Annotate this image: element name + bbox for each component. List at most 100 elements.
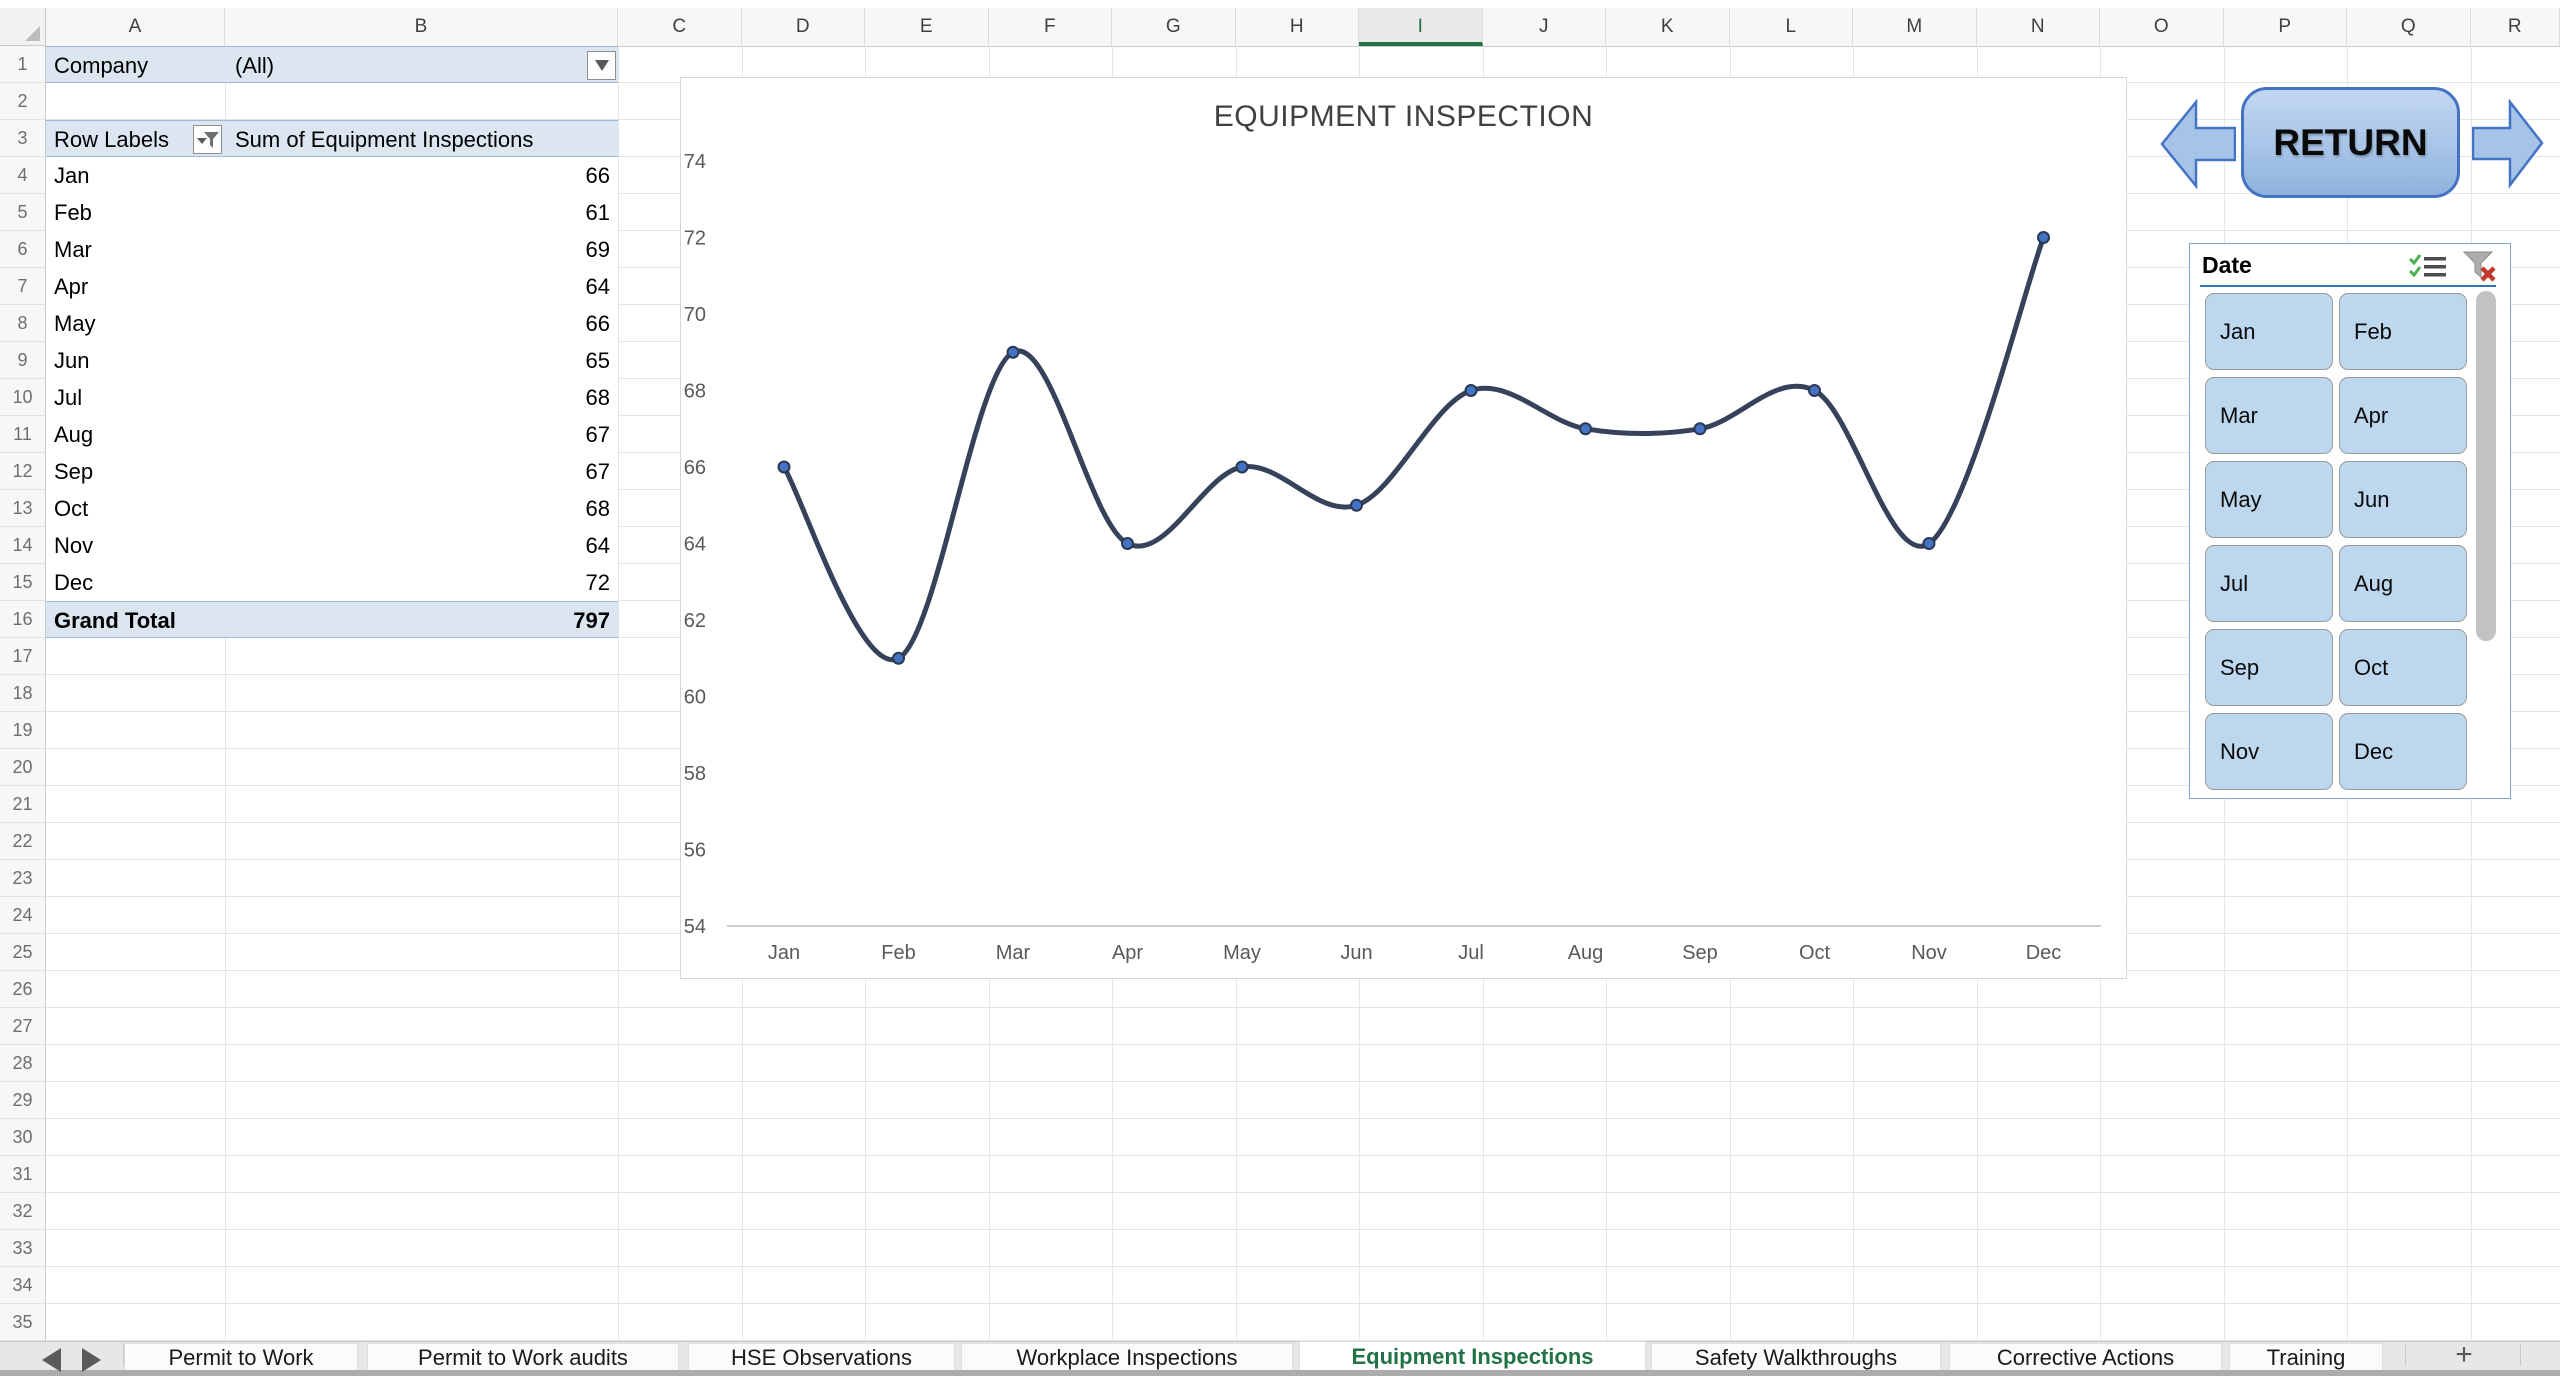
slicer-button-Jul[interactable]: Jul xyxy=(2205,545,2333,622)
row-header-32[interactable]: 32 xyxy=(0,1193,46,1230)
column-header-K[interactable]: K xyxy=(1606,8,1730,46)
tab-scroll-left-icon[interactable] xyxy=(42,1348,61,1372)
column-header-E[interactable]: E xyxy=(865,8,989,46)
slicer-button-Mar[interactable]: Mar xyxy=(2205,377,2333,454)
row-header-19[interactable]: 19 xyxy=(0,712,46,749)
pivot-filter-dropdown-button[interactable] xyxy=(587,51,616,80)
slicer-button-Oct[interactable]: Oct xyxy=(2339,629,2467,706)
sheet-tab-permit-to-work[interactable]: Permit to Work xyxy=(124,1343,358,1370)
add-sheet-button[interactable]: + xyxy=(2455,1338,2473,1371)
row-header-25[interactable]: 25 xyxy=(0,934,46,971)
row-header-26[interactable]: 26 xyxy=(0,971,46,1008)
slicer-button-Jun[interactable]: Jun xyxy=(2339,461,2467,538)
tab-scroll-right-icon[interactable] xyxy=(82,1348,101,1372)
data-point-Oct[interactable] xyxy=(1808,384,1821,397)
column-header-A[interactable]: A xyxy=(46,8,225,46)
clear-filter-icon[interactable] xyxy=(2462,250,2498,282)
row-header-18[interactable]: 18 xyxy=(0,675,46,712)
row-header-31[interactable]: 31 xyxy=(0,1156,46,1193)
block-arrow-left-icon[interactable] xyxy=(2160,98,2236,190)
data-point-Mar[interactable] xyxy=(1006,345,1020,359)
slicer-button-Dec[interactable]: Dec xyxy=(2339,713,2467,790)
pivot-row-Jan[interactable]: Jan 66 xyxy=(46,157,618,194)
column-header-N[interactable]: N xyxy=(1976,8,2100,46)
row-header-15[interactable]: 15 xyxy=(0,564,46,601)
row-header-23[interactable]: 23 xyxy=(0,860,46,897)
row-header-27[interactable]: 27 xyxy=(0,1008,46,1045)
pivot-row-Apr[interactable]: Apr 64 xyxy=(46,268,618,305)
pivot-row-Sep[interactable]: Sep 67 xyxy=(46,453,618,490)
column-header-F[interactable]: F xyxy=(988,8,1112,46)
multi-select-icon[interactable] xyxy=(2408,252,2448,280)
row-header-14[interactable]: 14 xyxy=(0,527,46,564)
pivot-row-Dec[interactable]: Dec 72 xyxy=(46,564,618,601)
sheet-tab-safety-walkthroughs[interactable]: Safety Walkthroughs xyxy=(1651,1343,1941,1370)
slicer-button-Aug[interactable]: Aug xyxy=(2339,545,2467,622)
column-header-P[interactable]: P xyxy=(2223,8,2347,46)
column-header-Q[interactable]: Q xyxy=(2347,8,2471,46)
pivot-row-Nov[interactable]: Nov 64 xyxy=(46,527,618,564)
row-header-30[interactable]: 30 xyxy=(0,1119,46,1156)
column-header-R[interactable]: R xyxy=(2470,8,2560,46)
column-header-C[interactable]: C xyxy=(618,8,742,46)
row-header-33[interactable]: 33 xyxy=(0,1230,46,1267)
row-header-20[interactable]: 20 xyxy=(0,749,46,786)
data-point-Jun[interactable] xyxy=(1350,498,1363,512)
sheet-tab-workplace-inspections[interactable]: Workplace Inspections xyxy=(961,1343,1293,1370)
slicer-scrollbar[interactable] xyxy=(2476,291,2496,641)
column-header-L[interactable]: L xyxy=(1729,8,1853,46)
row-header-22[interactable]: 22 xyxy=(0,823,46,860)
sheet-tab-equipment-inspections[interactable]: Equipment Inspections xyxy=(1299,1341,1646,1370)
block-arrow-right-icon[interactable] xyxy=(2472,99,2544,189)
row-header-9[interactable]: 9 xyxy=(0,342,46,379)
row-header-17[interactable]: 17 xyxy=(0,638,46,675)
sheet-tab-training[interactable]: Training xyxy=(2229,1343,2383,1370)
sheet-tab-corrective-actions[interactable]: Corrective Actions xyxy=(1949,1343,2222,1370)
row-header-5[interactable]: 5 xyxy=(0,194,46,231)
sheet-tab-permit-to-work-audits[interactable]: Permit to Work audits xyxy=(367,1343,679,1370)
row-header-11[interactable]: 11 xyxy=(0,416,46,453)
row-labels-filter-button[interactable] xyxy=(193,125,222,154)
row-header-29[interactable]: 29 xyxy=(0,1082,46,1119)
column-header-I[interactable]: I xyxy=(1359,8,1483,46)
row-header-28[interactable]: 28 xyxy=(0,1045,46,1082)
data-point-Apr[interactable] xyxy=(1121,537,1134,550)
row-header-12[interactable]: 12 xyxy=(0,453,46,490)
row-header-10[interactable]: 10 xyxy=(0,379,46,416)
pivot-row-May[interactable]: May 66 xyxy=(46,305,618,342)
slicer-button-Sep[interactable]: Sep xyxy=(2205,629,2333,706)
row-header-21[interactable]: 21 xyxy=(0,786,46,823)
data-point-Jan[interactable] xyxy=(777,460,791,474)
row-header-35[interactable]: 35 xyxy=(0,1304,46,1341)
slicer-button-Feb[interactable]: Feb xyxy=(2339,293,2467,370)
row-header-13[interactable]: 13 xyxy=(0,490,46,527)
slicer-button-May[interactable]: May xyxy=(2205,461,2333,538)
row-header-4[interactable]: 4 xyxy=(0,157,46,194)
row-header-1[interactable]: 1 xyxy=(0,46,46,83)
row-header-7[interactable]: 7 xyxy=(0,268,46,305)
column-header-B[interactable]: B xyxy=(225,8,618,46)
slicer-button-Jan[interactable]: Jan xyxy=(2205,293,2333,370)
data-point-May[interactable] xyxy=(1235,460,1249,474)
pivot-row-Jul[interactable]: Jul 68 xyxy=(46,379,618,416)
column-header-J[interactable]: J xyxy=(1482,8,1606,46)
pivot-row-Aug[interactable]: Aug 67 xyxy=(46,416,618,453)
select-all-corner[interactable] xyxy=(0,8,46,46)
column-header-M[interactable]: M xyxy=(1853,8,1977,46)
pivot-row-Feb[interactable]: Feb 61 xyxy=(46,194,618,231)
data-point-Aug[interactable] xyxy=(1579,422,1592,436)
data-point-Feb[interactable] xyxy=(892,651,905,665)
data-point-Nov[interactable] xyxy=(1922,537,1936,550)
column-header-G[interactable]: G xyxy=(1112,8,1236,46)
row-header-6[interactable]: 6 xyxy=(0,231,46,268)
row-header-3[interactable]: 3 xyxy=(0,120,46,157)
pivot-row-Jun[interactable]: Jun 65 xyxy=(46,342,618,379)
data-point-Sep[interactable] xyxy=(1693,422,1707,436)
row-header-16[interactable]: 16 xyxy=(0,601,46,638)
column-header-D[interactable]: D xyxy=(741,8,865,46)
slicer-button-Apr[interactable]: Apr xyxy=(2339,377,2467,454)
column-header-O[interactable]: O xyxy=(2100,8,2224,46)
equipment-inspection-chart[interactable]: EQUIPMENT INSPECTION 54 56 58 60 62 64 66 68 70 7… xyxy=(680,77,2127,979)
row-header-34[interactable]: 34 xyxy=(0,1267,46,1304)
sheet-tab-hse-observations[interactable]: HSE Observations xyxy=(688,1343,955,1370)
